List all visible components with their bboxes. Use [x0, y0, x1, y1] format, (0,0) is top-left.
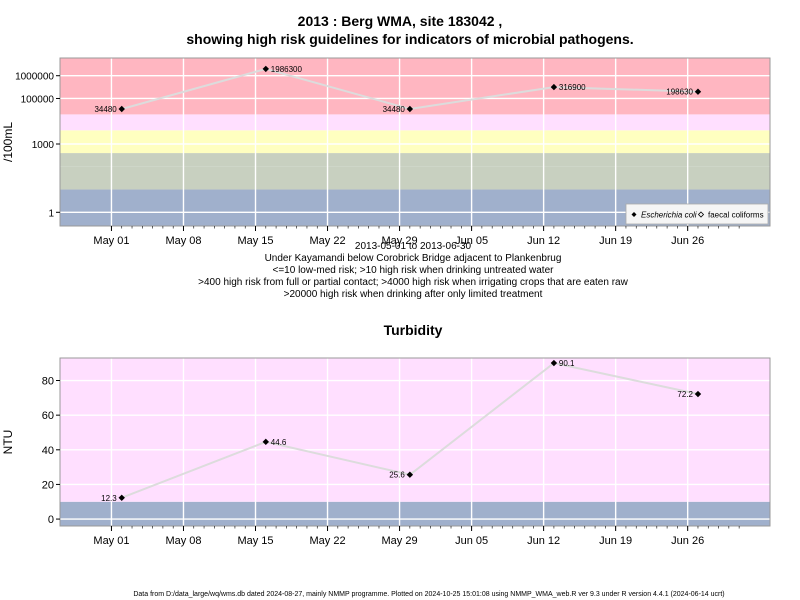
chart-title-line2: showing high risk guidelines for indicat… — [186, 31, 633, 47]
y-tick-label: 1000000 — [15, 72, 54, 83]
subtitle-date-range: 2013-05-01 to 2013-06-30 — [355, 241, 472, 252]
x-tick-label: May 01 — [93, 235, 129, 247]
chart-title-line1: 2013 : Berg WMA, site 183042 , — [298, 13, 503, 29]
x-tick-label: Jun 05 — [455, 535, 488, 547]
risk-band — [60, 58, 770, 115]
legend-box — [625, 203, 769, 225]
data-point — [406, 471, 414, 478]
data-label: 316900 — [559, 83, 586, 92]
x-tick-label: Jun 12 — [527, 535, 560, 547]
data-point — [550, 359, 558, 367]
x-tick-label: Jun 26 — [671, 235, 704, 247]
data-label: 25.6 — [389, 471, 405, 480]
data-label: 90.1 — [559, 359, 575, 368]
data-point — [694, 88, 702, 95]
plot-frame — [59, 57, 771, 227]
legend-marker-faecal — [697, 211, 705, 218]
y-tick-label: 1000 — [32, 140, 55, 151]
data-label: 44.6 — [271, 438, 287, 447]
y-axis-label: NTU — [1, 430, 15, 455]
x-tick-label: Jun 19 — [599, 235, 632, 247]
x-tick-label: Jun 12 — [527, 235, 560, 247]
data-point — [262, 65, 269, 73]
data-label: 34480 — [383, 105, 406, 114]
y-axis-label: /100mL — [1, 122, 15, 162]
x-tick-label: Jun 26 — [671, 535, 704, 547]
data-label: 1986300 — [271, 65, 303, 74]
risk-band — [60, 153, 770, 167]
turbidity-panel: 0 20 40 60 80 May 01 May 08 May 15 May 22 May 29 J… — [1, 357, 771, 547]
x-tick-label: May 22 — [309, 235, 345, 247]
x-tick-label: Jun 19 — [599, 535, 632, 547]
plot-frame — [59, 357, 771, 527]
x-tick-label: May 29 — [382, 535, 418, 547]
y-tick-label: 100000 — [21, 94, 55, 105]
y-tick-label: 0 — [48, 514, 54, 526]
data-label: 12.3 — [101, 494, 117, 503]
data-point — [550, 83, 558, 91]
data-point — [262, 438, 269, 446]
microbial-panel: 1 1000 100000 1000000 May 01 May 08 May 15 May … — [1, 57, 771, 247]
x-tick-label: May 08 — [165, 535, 201, 547]
legend-label-ecoli: Escherichia coli — [641, 211, 697, 220]
x-tick-label: May 15 — [237, 535, 273, 547]
x-tick-label: May 15 — [237, 235, 273, 247]
risk-band — [60, 358, 770, 502]
risk-band — [60, 501, 770, 526]
x-tick-label: May 08 — [165, 235, 201, 247]
data-point — [694, 390, 702, 398]
risk-band — [60, 166, 770, 190]
data-label: 34480 — [94, 105, 117, 114]
subtitle-guideline-drinking: <=10 low-med risk; >10 high risk when dr… — [273, 265, 555, 276]
turbidity-title: Turbidity — [384, 322, 443, 338]
data-label: 198630 — [666, 88, 693, 97]
data-point — [118, 105, 125, 113]
data-label: 72.2 — [677, 390, 693, 399]
y-tick-label: 1 — [48, 208, 54, 219]
x-tick-label: May 22 — [309, 535, 345, 547]
y-tick-label: 40 — [42, 445, 54, 457]
data-point — [406, 105, 414, 113]
risk-band — [60, 130, 770, 154]
risk-band — [60, 114, 770, 131]
y-tick-label: 80 — [42, 376, 54, 388]
y-tick-label: 60 — [42, 410, 54, 422]
legend-label-faecal: faecal coliforms — [708, 211, 764, 220]
subtitle-guideline-contact: >400 high risk from full or partial cont… — [198, 277, 628, 288]
x-tick-label: May 01 — [93, 535, 129, 547]
x-tick-label: Jun 05 — [455, 235, 488, 247]
subtitle-guideline-treatment: >20000 high risk when drinking after onl… — [284, 289, 543, 300]
subtitle-site-description: Under Kayamandi below Corobrick Bridge a… — [265, 253, 562, 264]
footer-note: Data from D:/data_large/wq/wms.db dated … — [133, 591, 724, 598]
x-tick-label: May 29 — [382, 235, 418, 247]
legend-marker-ecoli — [631, 212, 637, 217]
y-tick-label: 20 — [42, 479, 54, 491]
data-point — [118, 494, 125, 501]
